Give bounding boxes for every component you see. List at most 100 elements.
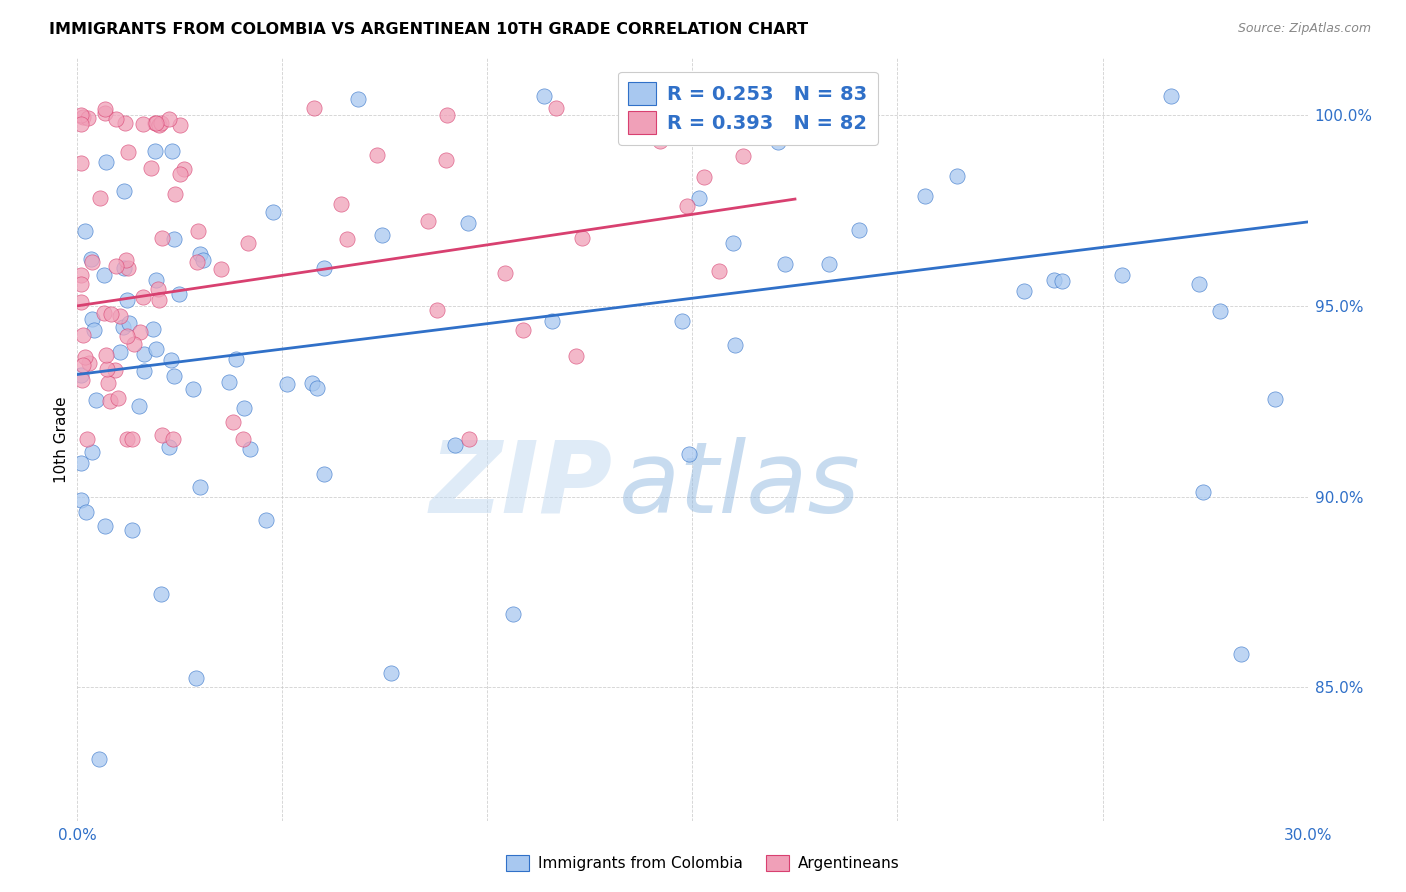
Point xyxy=(159,352,181,367)
Point xyxy=(162,144,184,158)
Point xyxy=(1111,268,1133,282)
Point xyxy=(434,153,457,168)
Legend: Immigrants from Colombia, Argentineans: Immigrants from Colombia, Argentineans xyxy=(501,849,905,877)
Point xyxy=(72,327,94,342)
Point xyxy=(82,312,104,326)
Point xyxy=(533,89,555,103)
Point xyxy=(70,457,93,471)
Point xyxy=(302,101,325,115)
Point xyxy=(145,273,167,287)
Point xyxy=(186,255,208,269)
Point xyxy=(104,112,127,127)
Point xyxy=(112,261,135,276)
Point xyxy=(817,257,839,271)
Point xyxy=(70,117,93,131)
Point xyxy=(117,293,139,307)
Point xyxy=(82,255,104,269)
Point xyxy=(565,349,588,363)
Point xyxy=(107,392,129,406)
Point xyxy=(110,310,132,324)
Point xyxy=(117,260,139,275)
Point xyxy=(148,293,170,308)
Point xyxy=(239,442,262,456)
Point xyxy=(458,432,481,446)
Point xyxy=(163,368,186,383)
Point xyxy=(236,236,259,251)
Point xyxy=(276,376,298,391)
Point xyxy=(115,329,138,343)
Point xyxy=(1229,647,1251,661)
Point xyxy=(94,348,117,362)
Point xyxy=(97,376,120,391)
Point xyxy=(167,286,190,301)
Point xyxy=(111,320,134,334)
Point xyxy=(671,314,693,328)
Point xyxy=(145,343,167,357)
Point xyxy=(122,336,145,351)
Point xyxy=(848,222,870,236)
Point xyxy=(104,363,127,377)
Point xyxy=(193,252,215,267)
Point xyxy=(222,415,245,429)
Point xyxy=(688,190,710,204)
Point xyxy=(724,337,747,351)
Point xyxy=(641,106,664,120)
Point xyxy=(1264,392,1286,407)
Point xyxy=(678,447,700,461)
Point xyxy=(262,204,284,219)
Point xyxy=(380,666,402,681)
Point xyxy=(347,92,370,106)
Point xyxy=(94,106,117,120)
Point xyxy=(1187,277,1209,292)
Point xyxy=(80,252,103,266)
Point xyxy=(371,227,394,242)
Point xyxy=(502,607,524,621)
Point xyxy=(114,116,136,130)
Point xyxy=(678,103,700,118)
Point xyxy=(131,290,153,304)
Point xyxy=(188,480,211,494)
Point xyxy=(112,185,135,199)
Point xyxy=(162,432,184,446)
Point xyxy=(173,161,195,176)
Point xyxy=(70,268,93,282)
Point xyxy=(1160,89,1182,103)
Point xyxy=(134,364,156,378)
Point xyxy=(72,111,94,125)
Point xyxy=(121,432,143,446)
Point xyxy=(75,351,97,365)
Point xyxy=(186,671,208,685)
Point xyxy=(541,314,564,328)
Point xyxy=(181,382,204,396)
Point xyxy=(1012,284,1035,298)
Point xyxy=(707,264,730,278)
Point xyxy=(426,303,449,318)
Point xyxy=(366,148,388,162)
Point xyxy=(329,197,352,211)
Point xyxy=(146,282,169,296)
Point xyxy=(232,401,254,415)
Point xyxy=(914,189,936,203)
Point xyxy=(312,261,335,276)
Point xyxy=(1192,485,1215,500)
Point xyxy=(733,149,755,163)
Point xyxy=(98,393,121,408)
Point xyxy=(169,830,191,845)
Point xyxy=(648,134,671,148)
Point xyxy=(169,118,191,132)
Point xyxy=(70,294,93,309)
Point xyxy=(1050,274,1073,288)
Point xyxy=(254,513,277,527)
Point xyxy=(72,358,94,372)
Point xyxy=(117,145,139,159)
Point xyxy=(93,306,115,320)
Point xyxy=(105,259,128,273)
Point xyxy=(115,253,138,268)
Text: atlas: atlas xyxy=(619,436,860,533)
Point xyxy=(145,144,167,158)
Point xyxy=(150,231,173,245)
Y-axis label: 10th Grade: 10th Grade xyxy=(53,396,69,483)
Point xyxy=(163,186,186,201)
Point xyxy=(143,116,166,130)
Point xyxy=(169,167,191,181)
